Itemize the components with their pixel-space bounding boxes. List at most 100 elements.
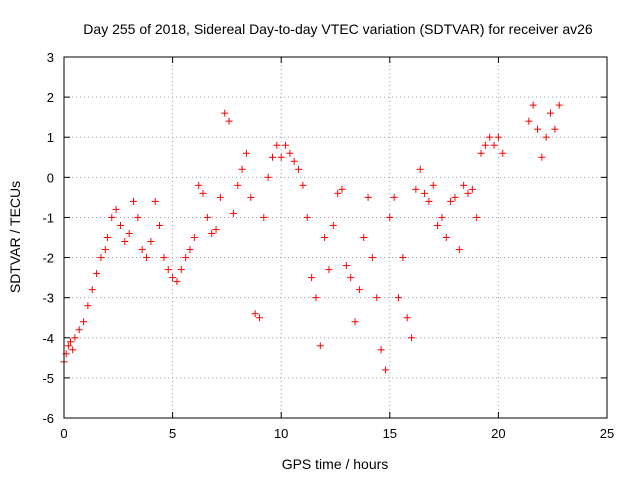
data-point [321,234,329,241]
data-point [447,197,455,205]
data-point [373,294,381,302]
data-point [69,346,77,354]
data-point [229,209,237,217]
data-point [451,193,459,201]
data-point [242,149,250,157]
data-point [255,314,263,322]
data-point [308,274,316,282]
data-point [286,149,294,157]
data-point [555,101,563,109]
data-point [368,254,376,262]
data-point [88,286,96,294]
data-point [295,165,303,173]
data-point [364,193,372,201]
data-point [182,254,190,262]
data-point [442,234,450,241]
data-point [138,246,146,254]
y-axis-label: SDTVAR / TECUs [7,181,23,293]
data-point [499,149,507,157]
data-point [551,125,559,133]
data-point [351,318,359,326]
data-point [355,286,363,294]
data-point [75,326,83,334]
data-point [299,181,307,189]
data-point [101,246,109,254]
y-tick-label: 0 [47,170,54,185]
data-point [169,274,177,282]
data-point [329,221,337,229]
y-tick-label: -3 [42,291,54,306]
data-point [143,254,151,262]
data-point [195,181,203,189]
data-point [334,189,342,197]
data-point [247,193,255,201]
data-point [429,181,437,189]
data-point [251,310,259,318]
data-point [164,266,172,274]
data-point [190,234,198,241]
y-tick-label: -1 [42,210,54,225]
data-point [151,197,159,205]
data-point [93,270,101,278]
data-point [112,205,120,213]
data-point [473,213,481,221]
data-point [156,221,164,229]
grid [64,57,607,418]
x-axis-label: GPS time / hours [282,456,389,472]
y-tick-label: -5 [42,371,54,386]
data-point [425,197,433,205]
data-point [377,346,385,354]
data-point [290,157,298,165]
data-point [80,318,88,326]
data-point [490,141,498,149]
data-point [399,254,407,262]
data-point [84,302,92,310]
data-point [460,181,468,189]
data-point [116,221,124,229]
data-point [529,101,537,109]
y-tick-label: -4 [42,331,54,346]
data-point [455,246,463,254]
data-point [225,117,233,125]
data-point [338,185,346,193]
data-point [97,254,105,262]
data-point [108,213,116,221]
data-point [173,278,181,286]
data-point [160,254,168,262]
data-point [212,225,220,233]
data-point [125,229,133,237]
y-tick-label: 2 [47,90,54,105]
data-point [434,221,442,229]
data-point [386,213,394,221]
x-tick-label: 5 [169,426,176,441]
data-point [533,125,541,133]
data-point [277,153,285,161]
data-point [186,246,194,254]
data-point [481,141,489,149]
data-point [67,338,75,346]
data-point [360,234,368,241]
data-point [468,185,476,193]
axis-ticks: 0 5 10 15 20 25 -6 -5 -4 -3 -2 -1 0 1 2 3 [42,50,614,441]
data-point [264,173,272,181]
data-point [347,274,355,282]
data-point [394,294,402,302]
y-tick-label: -2 [42,251,54,266]
data-point [199,189,207,197]
x-tick-label: 20 [491,426,505,441]
data-point [342,262,350,270]
data-point [312,294,320,302]
data-point [203,213,211,221]
data-point [438,213,446,221]
data-point [177,266,185,274]
data-point [282,141,290,149]
x-tick-label: 15 [383,426,397,441]
data-point [464,189,472,197]
data-point [316,342,324,350]
data-point [216,193,224,201]
data-point [486,133,494,141]
data-point [525,117,533,125]
data-point [238,165,246,173]
plot-frame [63,56,608,419]
